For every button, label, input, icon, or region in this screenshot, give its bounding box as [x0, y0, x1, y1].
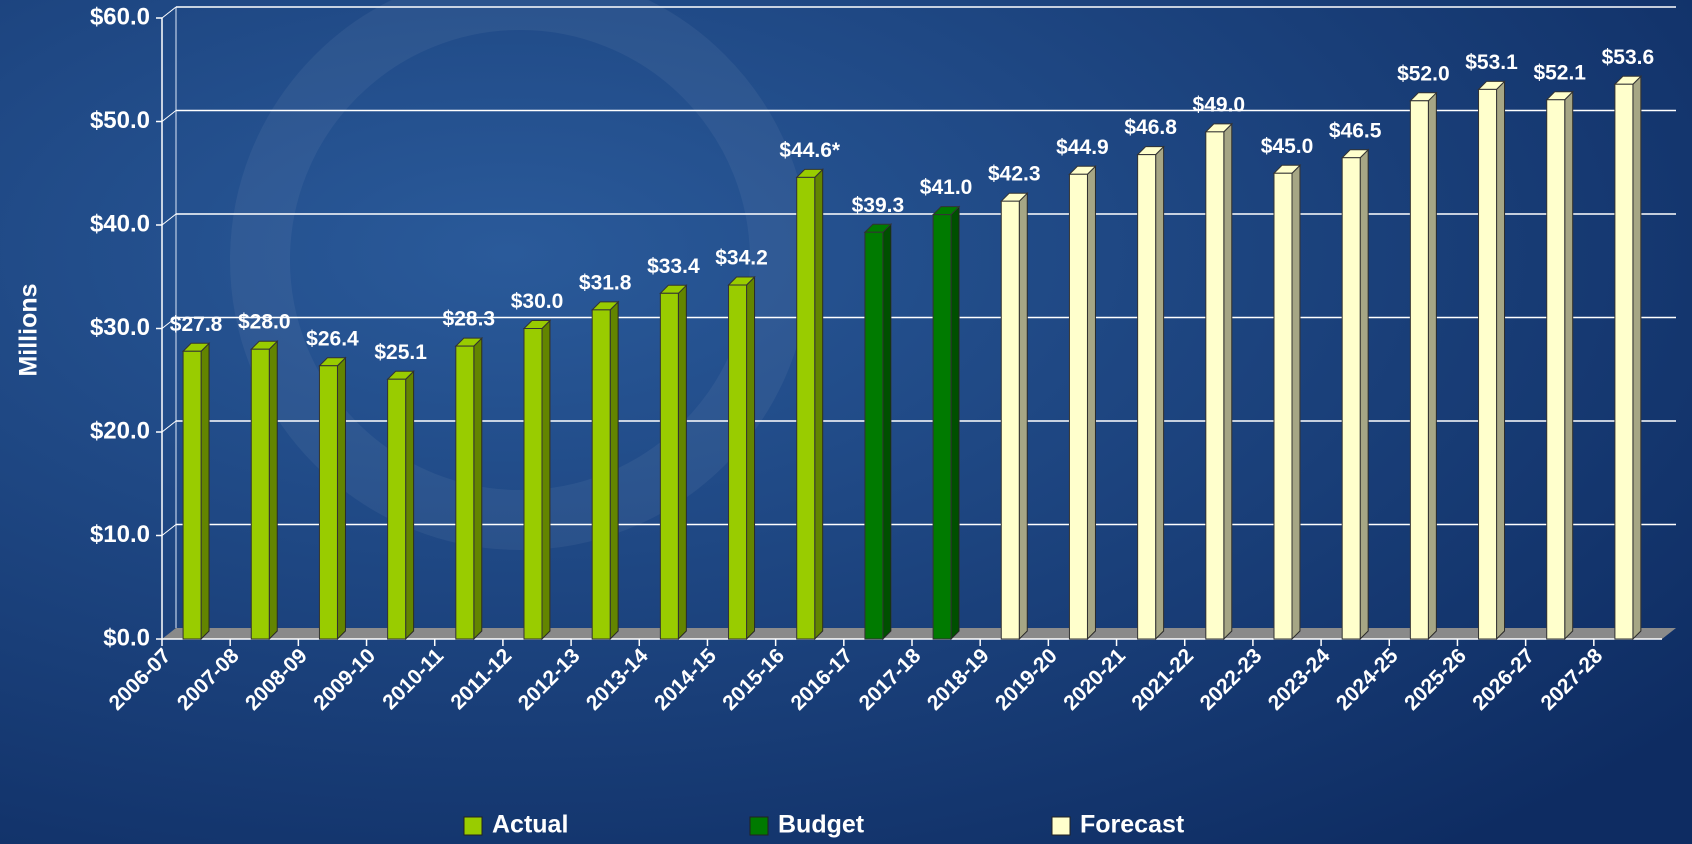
data-label: $41.0 — [920, 176, 973, 199]
bar-side-shade — [269, 341, 278, 639]
y-tick-label: $10.0 — [90, 521, 150, 548]
data-label: $45.0 — [1261, 135, 1314, 158]
bar-side-shade — [746, 277, 755, 639]
data-label: $46.8 — [1124, 116, 1177, 139]
data-label: $28.3 — [443, 308, 496, 331]
bar — [318, 365, 338, 640]
data-label: $52.0 — [1397, 62, 1450, 85]
bar-side-shade — [337, 357, 346, 639]
data-label: $28.0 — [238, 311, 291, 334]
bar-side-shade — [1564, 91, 1573, 639]
decor — [230, 0, 810, 550]
legend-swatch — [749, 816, 769, 836]
grid-diag — [161, 420, 177, 433]
data-label: $30.0 — [511, 290, 564, 313]
bar — [1137, 154, 1157, 640]
bar — [523, 328, 543, 640]
bar — [1273, 172, 1293, 640]
bar-side-shade — [542, 320, 550, 639]
grid-diag — [161, 213, 177, 226]
legend-label: Actual — [492, 811, 568, 839]
bar — [455, 345, 475, 640]
bar — [932, 214, 952, 640]
data-label: $25.1 — [374, 341, 427, 364]
bar — [591, 309, 611, 640]
data-label: $44.9 — [1056, 136, 1109, 159]
legend-label: Budget — [778, 811, 865, 839]
y-tick-label: $20.0 — [90, 417, 150, 444]
grid-diag — [161, 110, 177, 122]
y-tick-label: $0.0 — [103, 624, 150, 651]
bar-side-shade — [1360, 149, 1369, 639]
bar-side-shade — [1496, 81, 1505, 640]
data-label: $44.6* — [779, 139, 841, 162]
data-label: $49.0 — [1193, 93, 1246, 116]
data-label: $34.2 — [715, 247, 768, 270]
legend-label: Forecast — [1080, 811, 1185, 839]
bar — [864, 231, 884, 640]
data-label: $42.3 — [988, 163, 1041, 186]
data-label: $52.1 — [1533, 61, 1586, 84]
bar — [728, 284, 748, 640]
bar-side-shade — [1428, 92, 1437, 640]
data-label: $46.5 — [1329, 119, 1382, 142]
bar — [182, 350, 202, 640]
bar-side-shade — [610, 301, 619, 639]
grid-diag — [161, 524, 177, 536]
bar-side-shade — [1087, 166, 1096, 639]
bar — [796, 176, 816, 640]
y-tick-label: $50.0 — [90, 107, 150, 134]
data-label: $33.4 — [647, 255, 700, 278]
bar-side-shade — [201, 343, 210, 639]
bar-side-shade — [473, 338, 482, 639]
bar-side-shade — [814, 169, 823, 639]
data-label: $53.6 — [1602, 46, 1655, 69]
grid-diag — [161, 317, 177, 329]
bar-side-shade — [1155, 146, 1164, 639]
bar-side-shade — [1632, 76, 1641, 640]
bar-side-shade — [678, 285, 687, 639]
bar-side-shade — [1292, 165, 1300, 639]
legend-swatch — [463, 816, 483, 836]
bar — [1205, 131, 1225, 640]
grid-diag — [161, 6, 177, 19]
bar-side-shade — [882, 224, 891, 639]
bar — [1409, 100, 1429, 640]
bar-side-shade — [1019, 193, 1028, 639]
y-tick-label: $60.0 — [90, 3, 150, 30]
data-label: $53.1 — [1465, 51, 1518, 74]
y-axis-title: Millions — [15, 283, 43, 376]
data-label: $27.8 — [170, 313, 223, 336]
bar — [250, 348, 270, 640]
bar — [387, 378, 407, 640]
y-tick-label: $30.0 — [90, 314, 150, 341]
legend-swatch — [1051, 816, 1071, 836]
y-tick-label: $40.0 — [90, 210, 150, 237]
bar-side-shade — [405, 371, 414, 639]
bar-side-shade — [1223, 123, 1232, 640]
bar — [1000, 200, 1020, 640]
data-label: $31.8 — [579, 271, 632, 294]
bar — [1478, 88, 1498, 640]
bar — [1546, 99, 1566, 640]
data-label: $39.3 — [852, 194, 905, 217]
bar — [1068, 173, 1088, 640]
bar — [1341, 157, 1361, 640]
bar-side-shade — [951, 206, 960, 639]
data-label: $26.4 — [306, 327, 359, 350]
bar — [1614, 83, 1634, 640]
bar — [659, 292, 679, 640]
